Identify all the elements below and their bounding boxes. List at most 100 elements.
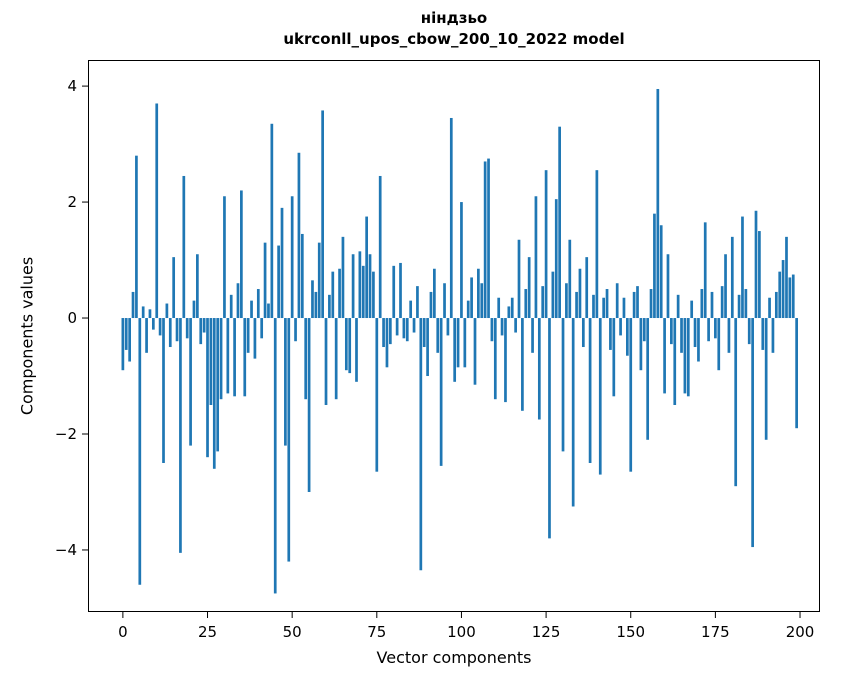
x-tick-label: 125 [532,623,561,641]
bar [490,318,494,342]
x-tick-label: 75 [367,623,386,641]
x-tick-label: 200 [786,623,815,641]
bar [477,268,480,319]
bar [524,289,528,319]
bar [544,170,548,319]
bar [473,318,477,385]
bars [121,88,798,594]
bar [399,262,402,319]
y-tick-label: −2 [55,425,77,443]
y-tick-label: 0 [67,309,77,327]
bar [128,318,131,362]
bar [124,318,128,350]
x-tick-label: 100 [447,623,476,641]
bar [317,242,321,319]
bar [175,318,179,342]
bar [388,318,392,345]
bar [585,257,589,319]
bar [690,300,694,319]
bar [659,225,663,319]
bar [710,291,714,319]
bar [565,283,568,319]
bar [378,175,382,319]
y-tick-label: 2 [67,193,77,211]
bar [449,117,453,319]
bar [703,222,707,319]
bar [626,318,629,356]
bar [717,318,721,371]
bar [402,318,406,339]
bar [595,170,599,319]
bar [385,318,389,368]
bar [487,158,490,319]
bar [168,318,172,348]
bar [216,318,220,452]
bar [758,231,761,319]
bar [131,291,135,319]
bar [639,318,643,371]
bar [554,199,558,319]
bar [730,236,734,319]
bar [497,297,501,319]
bar [158,318,162,336]
bar [795,318,798,429]
y-tick-label: 4 [67,77,77,95]
bar [456,318,460,368]
bar [663,318,666,394]
bar [676,294,680,319]
x-axis-ticks: 0 25 50 75 100 125 150 175 200 [118,612,814,641]
bar [724,254,727,319]
bar [148,309,152,319]
bar [344,318,348,371]
bar [466,300,470,319]
bar [358,251,362,319]
x-tick-label: 175 [701,623,730,641]
bar [764,318,768,440]
y-tick-label: −4 [55,541,77,559]
bar [246,318,250,353]
bar [165,303,169,319]
bar [686,318,690,397]
chart-subtitle: ukrconll_upos_cbow_200_10_2022 model [283,30,625,48]
bar [548,318,551,539]
bar [714,318,717,339]
bar [470,277,473,319]
bar [642,318,646,342]
bar [300,233,304,319]
bar [365,216,368,319]
bar [680,318,683,353]
bar [307,318,311,492]
bar [571,318,575,507]
bar [321,110,324,319]
bar [581,318,585,348]
bar [541,286,545,319]
bar [223,196,226,319]
bar [314,291,318,319]
bar [670,318,673,345]
bar [297,152,301,319]
bar [409,300,413,319]
bar [778,271,782,319]
bar [463,318,467,368]
bar [172,257,176,319]
bar [419,318,423,571]
bar [290,196,294,319]
bar [392,265,396,319]
bar [206,318,209,458]
bar [192,300,196,319]
bar [737,294,741,319]
bar [145,318,148,353]
bar [531,318,534,353]
bar [558,126,561,319]
bar [429,291,433,319]
bar [219,318,223,400]
bar [453,318,457,382]
bar [250,300,253,319]
bar [294,318,297,342]
bar [632,291,636,319]
bar [260,318,264,339]
bar [619,318,622,336]
bar [189,318,192,446]
